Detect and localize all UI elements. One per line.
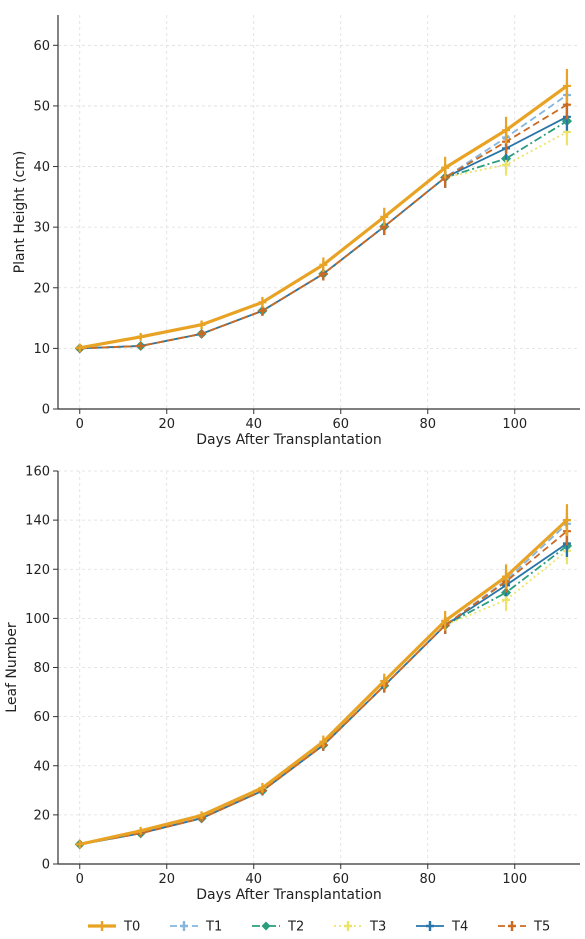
data-point xyxy=(258,306,267,315)
legend-item-T2: T2 xyxy=(252,920,304,935)
series-T4 xyxy=(75,529,571,849)
x-tick-label: 80 xyxy=(419,417,436,432)
x-tick-label: 0 xyxy=(76,417,84,432)
data-point xyxy=(380,212,389,221)
series-T0 xyxy=(75,68,571,352)
y-axis-title: Leaf Number xyxy=(4,622,20,713)
y-tick-label: 40 xyxy=(33,160,50,175)
x-tick-label: 80 xyxy=(419,872,436,887)
legend-label: T1 xyxy=(205,920,222,935)
y-tick-label: 140 xyxy=(25,514,50,529)
series-line-T2 xyxy=(79,120,568,350)
x-axis-title: Days After Transplantation xyxy=(196,887,382,903)
x-tick-label: 40 xyxy=(245,417,262,432)
series-line-T5 xyxy=(79,103,568,350)
data-point xyxy=(197,811,206,820)
data-point xyxy=(319,260,328,269)
series-line-T4 xyxy=(79,116,568,350)
x-tick-label: 60 xyxy=(332,417,349,432)
legend-item-T5: T5 xyxy=(498,920,550,935)
y-tick-label: 0 xyxy=(42,403,50,418)
y-tick-label: 0 xyxy=(42,858,50,873)
x-axis-title: Days After Transplantation xyxy=(196,432,382,448)
data-point xyxy=(258,783,267,792)
series-T4 xyxy=(75,102,571,353)
data-point xyxy=(197,329,206,338)
x-tick-label: 0 xyxy=(76,872,84,887)
series-line-T1 xyxy=(79,94,568,350)
data-point xyxy=(502,595,511,604)
y-tick-label: 160 xyxy=(25,465,50,480)
data-point xyxy=(75,343,84,352)
legend-marker xyxy=(344,921,352,931)
data-point xyxy=(197,320,206,329)
data-point xyxy=(319,737,328,746)
legend-label: T2 xyxy=(287,920,304,935)
data-point xyxy=(136,332,145,341)
x-tick-label: 20 xyxy=(158,417,175,432)
legend-marker xyxy=(261,921,271,931)
data-point xyxy=(562,516,571,525)
y-axis-title: Plant Height (cm) xyxy=(12,151,28,274)
data-point xyxy=(441,163,450,172)
series-line-T0 xyxy=(79,84,568,350)
x-tick-label: 100 xyxy=(502,417,527,432)
legend-label: T3 xyxy=(369,920,386,935)
series-line-T1 xyxy=(79,523,568,846)
data-point xyxy=(502,160,511,169)
series-line-T3 xyxy=(79,131,568,350)
y-tick-label: 10 xyxy=(33,342,50,357)
legend-label: T5 xyxy=(533,920,550,935)
series-T0 xyxy=(75,504,571,849)
x-tick-label: 20 xyxy=(158,872,175,887)
legend-label: T4 xyxy=(451,920,468,935)
data-point xyxy=(502,126,511,135)
y-tick-label: 30 xyxy=(33,221,50,236)
data-point xyxy=(380,677,389,686)
legend-marker xyxy=(508,921,516,931)
legend-label: T0 xyxy=(123,920,140,935)
y-tick-label: 80 xyxy=(33,661,50,676)
legend-marker xyxy=(426,921,434,931)
x-tick-label: 60 xyxy=(332,872,349,887)
data-point xyxy=(562,81,571,90)
series-T2 xyxy=(74,107,573,354)
legend: T0 T1 T2 T3 T4 T5 xyxy=(88,920,550,935)
data-point xyxy=(502,572,511,581)
leaf-number-chart: 0 20 40 60 80 100 0 20 40 60 80 100 120 140 160 Days Af… xyxy=(4,465,580,903)
x-tick-label: 40 xyxy=(245,872,262,887)
legend-marker xyxy=(180,921,188,931)
series-line-T5 xyxy=(79,530,568,846)
x-tick-label: 100 xyxy=(502,872,527,887)
data-point xyxy=(258,298,267,307)
series-line-T3 xyxy=(79,550,568,846)
y-tick-label: 120 xyxy=(25,563,50,578)
series-T1 xyxy=(75,509,571,849)
y-tick-label: 40 xyxy=(33,759,50,774)
y-tick-label: 20 xyxy=(33,281,50,296)
y-tick-label: 20 xyxy=(33,808,50,823)
series-T2 xyxy=(74,532,573,850)
series-T5 xyxy=(75,516,571,849)
y-tick-label: 60 xyxy=(33,39,50,54)
series-line-T0 xyxy=(79,518,569,846)
y-tick-label: 50 xyxy=(33,99,50,114)
legend-marker xyxy=(98,921,106,931)
legend-item-T4: T4 xyxy=(416,920,468,935)
data-point xyxy=(136,826,145,835)
legend-item-T0: T0 xyxy=(88,920,140,935)
legend-item-T1: T1 xyxy=(170,920,222,935)
data-point xyxy=(441,616,450,625)
y-tick-label: 100 xyxy=(25,612,50,627)
legend-item-T3: T3 xyxy=(334,920,386,935)
data-point xyxy=(75,840,84,849)
series-T1 xyxy=(75,79,571,353)
series-T5 xyxy=(75,90,571,353)
data-point xyxy=(136,341,145,350)
y-tick-label: 60 xyxy=(33,710,50,725)
